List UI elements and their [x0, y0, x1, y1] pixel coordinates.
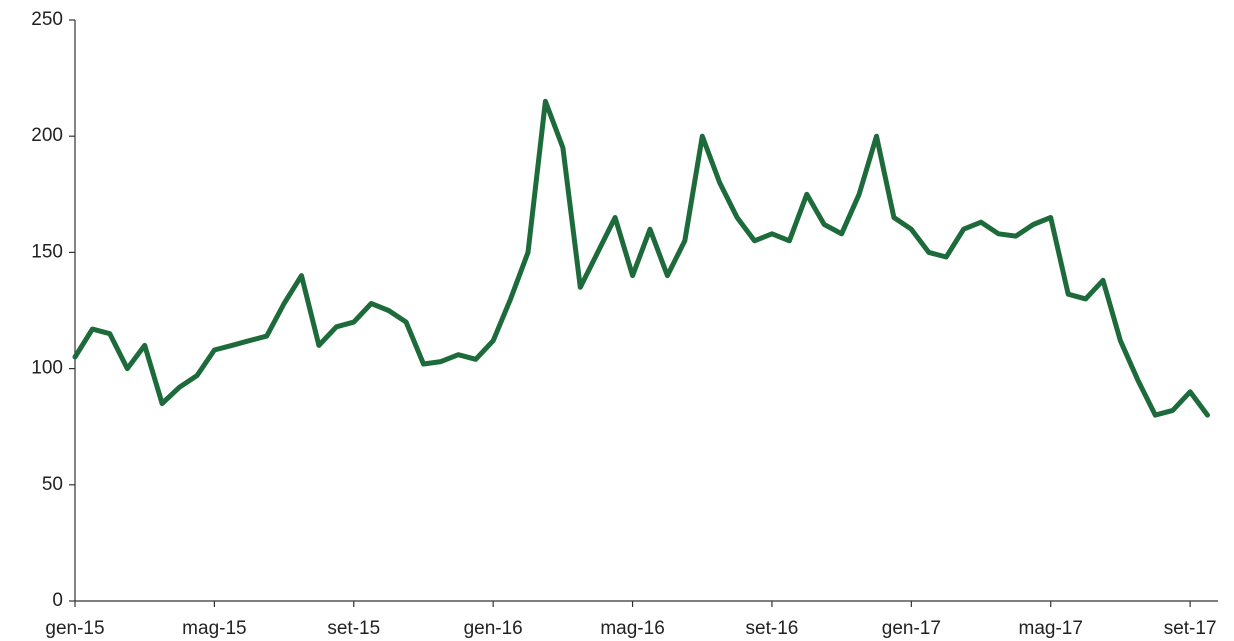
x-tick-label: set-15 — [327, 618, 380, 639]
x-tick-label: mag-17 — [1019, 618, 1083, 639]
y-tick-label: 0 — [52, 590, 63, 611]
x-tick-label: set-16 — [746, 618, 799, 639]
x-tick-label: gen-16 — [464, 618, 523, 639]
x-tick-label: mag-15 — [182, 618, 246, 639]
y-tick-label: 100 — [31, 358, 63, 379]
y-tick-label: 150 — [31, 241, 63, 262]
y-tick-label: 200 — [31, 125, 63, 146]
data-line — [72, 98, 1210, 418]
x-tick-label: gen-15 — [45, 618, 104, 639]
x-tick-label: mag-16 — [600, 618, 664, 639]
y-tick-label: 50 — [42, 474, 63, 495]
x-tick-label: gen-17 — [882, 618, 941, 639]
x-tick-label: set-17 — [1164, 618, 1217, 639]
y-tick-label: 250 — [31, 9, 63, 30]
